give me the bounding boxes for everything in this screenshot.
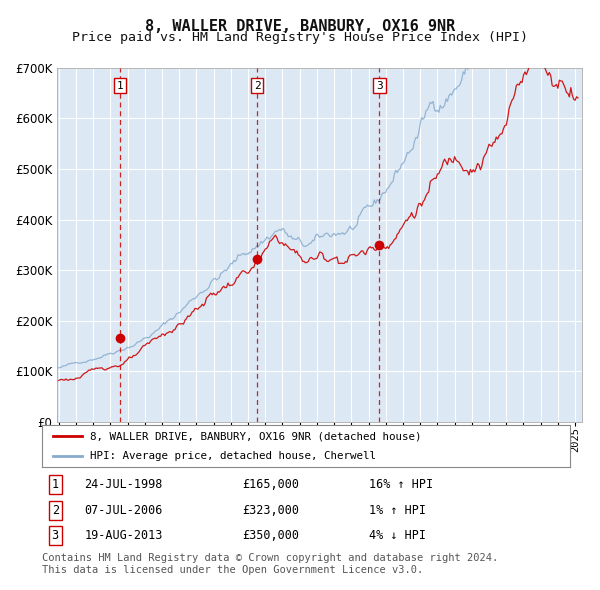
Text: 2: 2 xyxy=(254,81,260,90)
Text: £165,000: £165,000 xyxy=(242,478,299,491)
Text: 19-AUG-2013: 19-AUG-2013 xyxy=(84,529,163,542)
Text: 24-JUL-1998: 24-JUL-1998 xyxy=(84,478,163,491)
Text: 1: 1 xyxy=(52,478,59,491)
Text: 2: 2 xyxy=(52,503,59,517)
Text: 8, WALLER DRIVE, BANBURY, OX16 9NR: 8, WALLER DRIVE, BANBURY, OX16 9NR xyxy=(145,19,455,34)
Text: 1: 1 xyxy=(116,81,124,90)
Text: 07-JUL-2006: 07-JUL-2006 xyxy=(84,503,163,517)
Text: HPI: Average price, detached house, Cherwell: HPI: Average price, detached house, Cher… xyxy=(89,451,376,461)
Text: 16% ↑ HPI: 16% ↑ HPI xyxy=(370,478,433,491)
Text: 4% ↓ HPI: 4% ↓ HPI xyxy=(370,529,427,542)
Text: 8, WALLER DRIVE, BANBURY, OX16 9NR (detached house): 8, WALLER DRIVE, BANBURY, OX16 9NR (deta… xyxy=(89,431,421,441)
Text: 3: 3 xyxy=(52,529,59,542)
Text: Price paid vs. HM Land Registry's House Price Index (HPI): Price paid vs. HM Land Registry's House … xyxy=(72,31,528,44)
Text: 1% ↑ HPI: 1% ↑ HPI xyxy=(370,503,427,517)
Text: 3: 3 xyxy=(376,81,383,90)
Text: £350,000: £350,000 xyxy=(242,529,299,542)
Text: £323,000: £323,000 xyxy=(242,503,299,517)
Text: Contains HM Land Registry data © Crown copyright and database right 2024.
This d: Contains HM Land Registry data © Crown c… xyxy=(42,553,498,575)
